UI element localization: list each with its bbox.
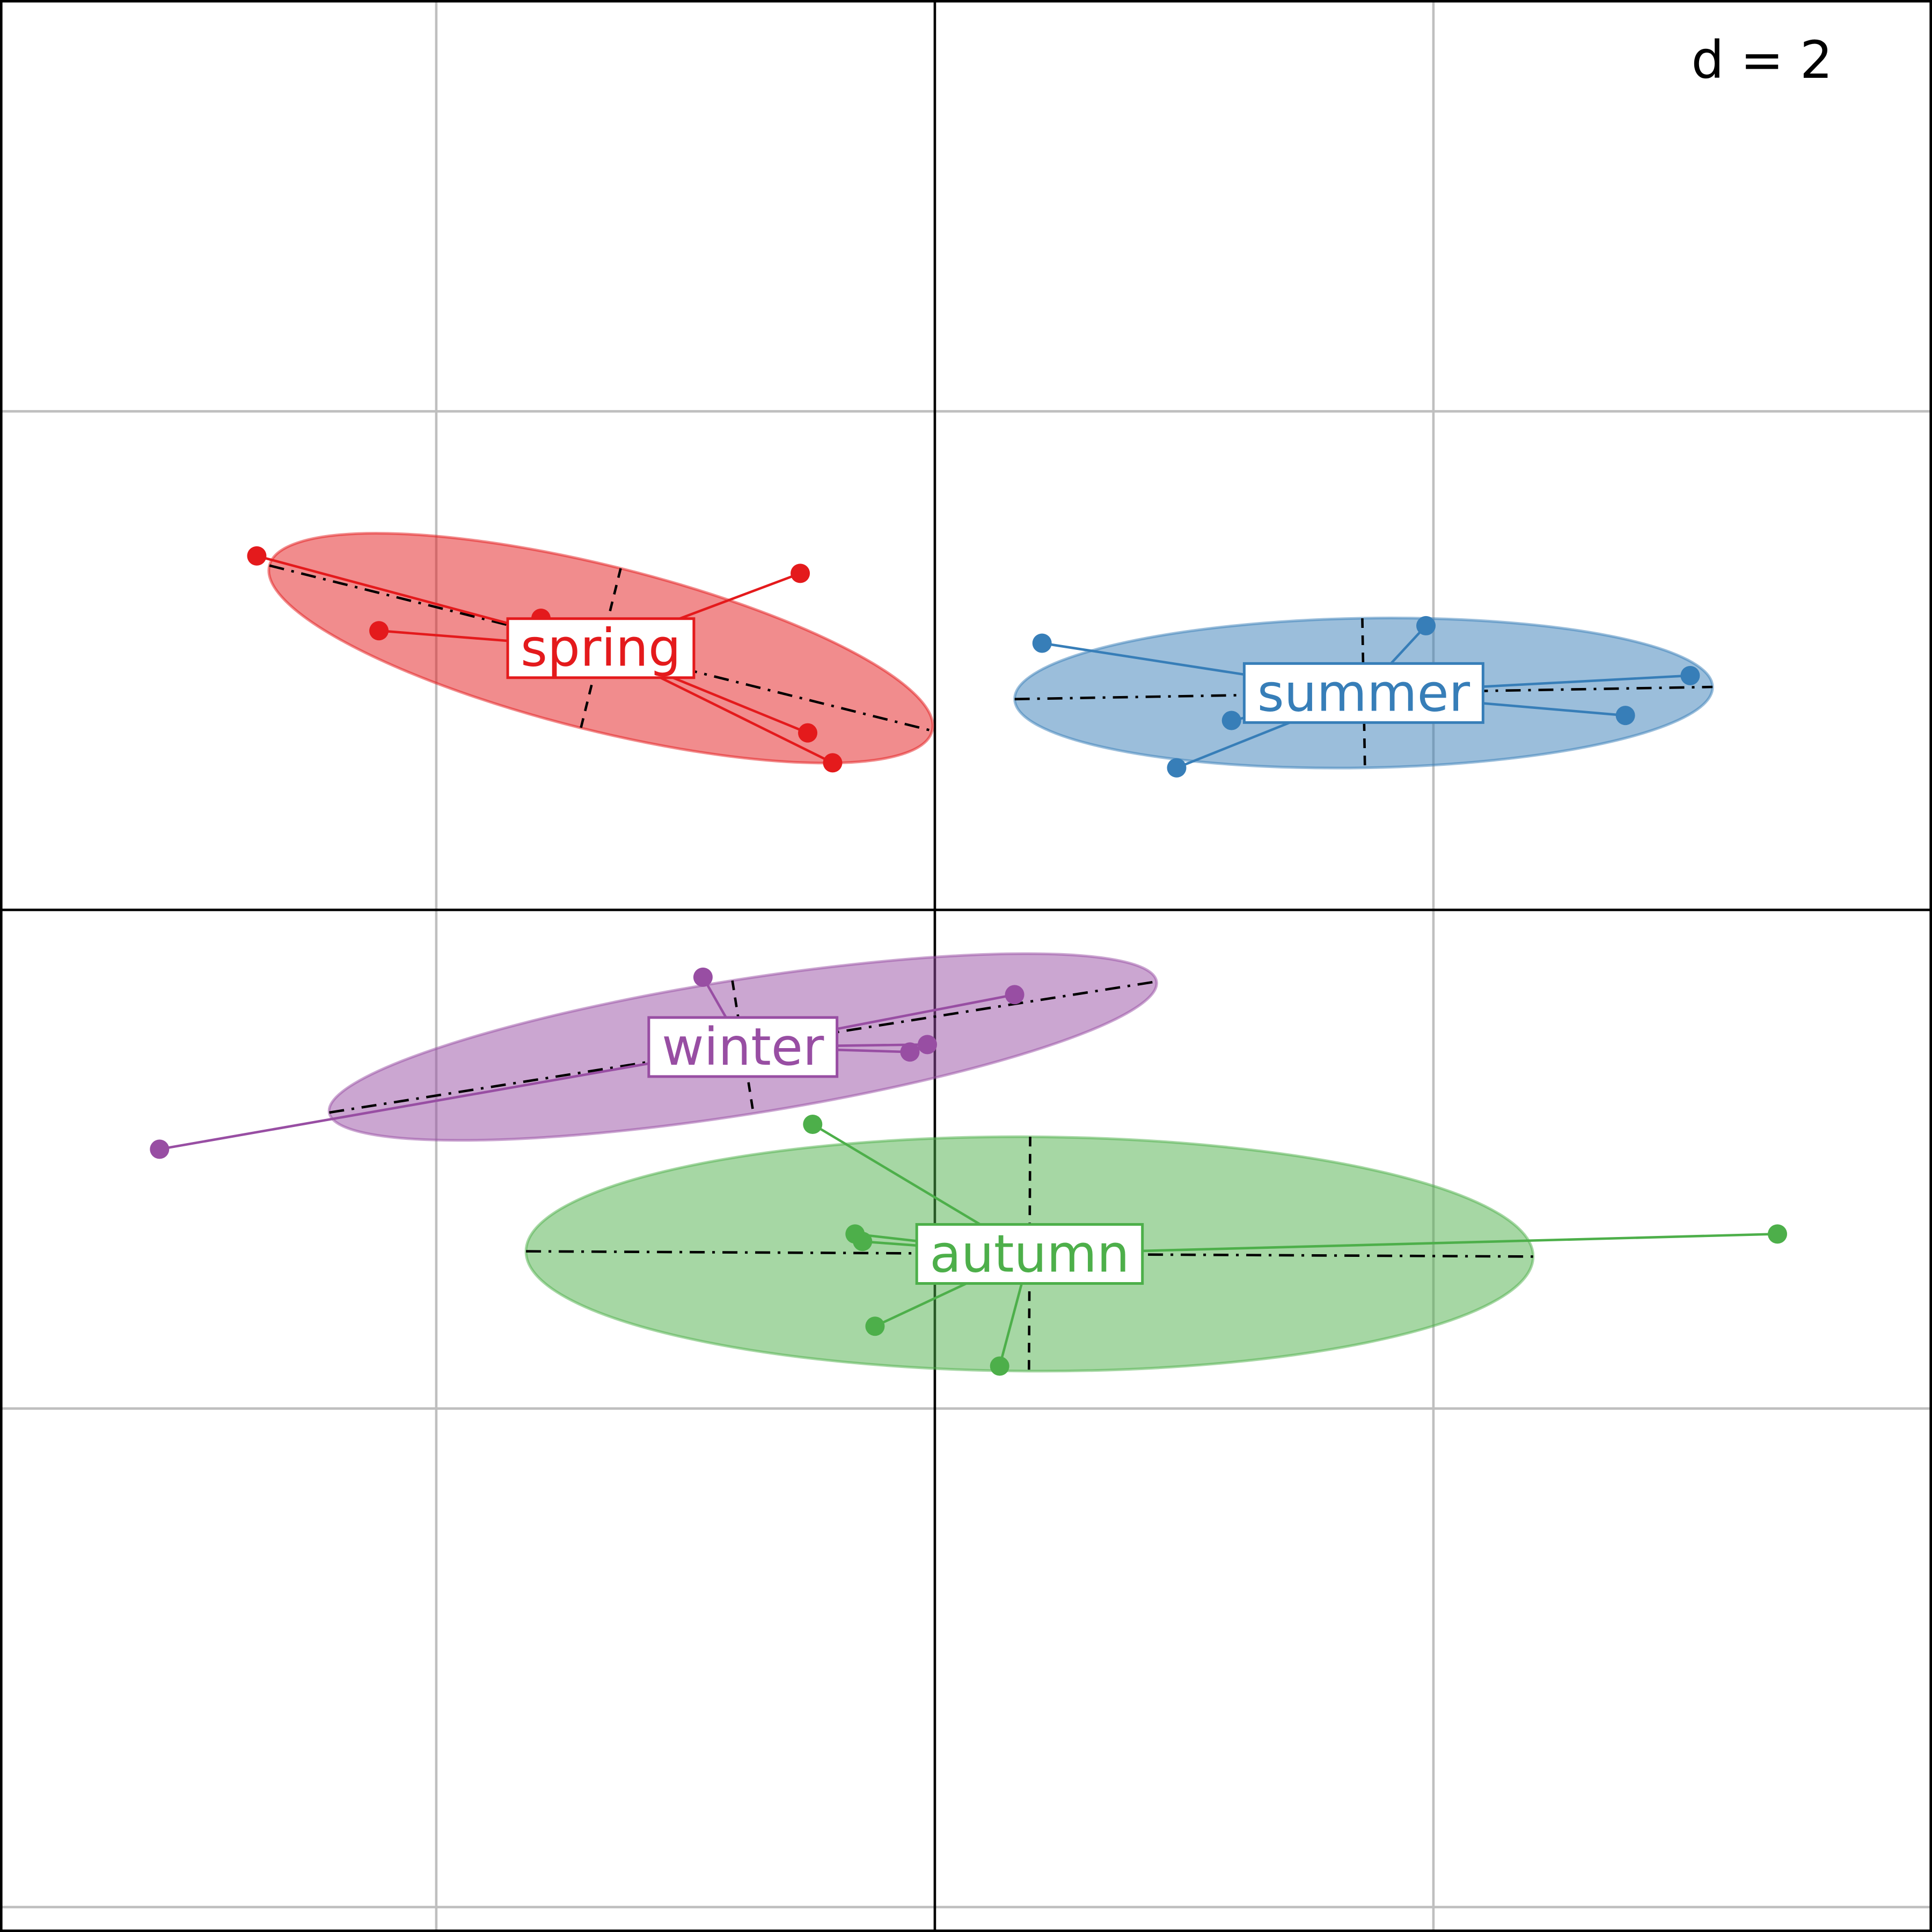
- autumn-point: [853, 1232, 873, 1252]
- group-summer: summer: [1013, 616, 1714, 778]
- summer-label-box: [1242, 662, 1484, 724]
- winter-point: [918, 1035, 937, 1055]
- summer-point: [1615, 706, 1635, 726]
- group-winter: winter: [150, 952, 1158, 1159]
- spring-point: [247, 546, 267, 566]
- autumn-spoke: [1029, 1233, 1778, 1255]
- spring-point: [369, 621, 389, 641]
- winter-label: winter: [662, 1017, 824, 1077]
- autumn-point: [865, 1316, 885, 1336]
- summer-point: [1032, 633, 1052, 653]
- spring-point: [798, 723, 818, 743]
- summer-point: [1416, 616, 1436, 635]
- autumn-minor-axis: [1028, 1137, 1031, 1371]
- spring-label-box: [506, 617, 696, 679]
- group-autumn: autumn: [524, 1114, 1787, 1376]
- autumn-point: [803, 1114, 823, 1134]
- winter-point: [150, 1139, 170, 1159]
- autumn-point: [990, 1356, 1009, 1376]
- summer-label: summer: [1257, 663, 1470, 723]
- groups: spring summer winter autumn: [150, 532, 1787, 1376]
- spring-point: [823, 753, 843, 773]
- summer-point: [1221, 711, 1241, 730]
- winter-point: [1005, 985, 1024, 1005]
- group-spring: spring: [247, 532, 934, 773]
- spring-label: spring: [521, 618, 681, 678]
- winter-minor-axis: [731, 980, 755, 1114]
- winter-label-box: [647, 1016, 839, 1078]
- spring-point: [791, 564, 810, 583]
- scale-label: d = 2: [1692, 30, 1833, 90]
- winter-point: [900, 1042, 920, 1062]
- summer-major-axis: [1014, 685, 1713, 701]
- summer-point: [1680, 665, 1700, 685]
- winter-point: [693, 967, 713, 987]
- autumn-label-box: [915, 1223, 1144, 1285]
- autumn-label: autumn: [930, 1224, 1130, 1284]
- autumn-point: [1768, 1224, 1787, 1244]
- summer-point: [1167, 758, 1187, 778]
- winter-spoke: [159, 1045, 743, 1151]
